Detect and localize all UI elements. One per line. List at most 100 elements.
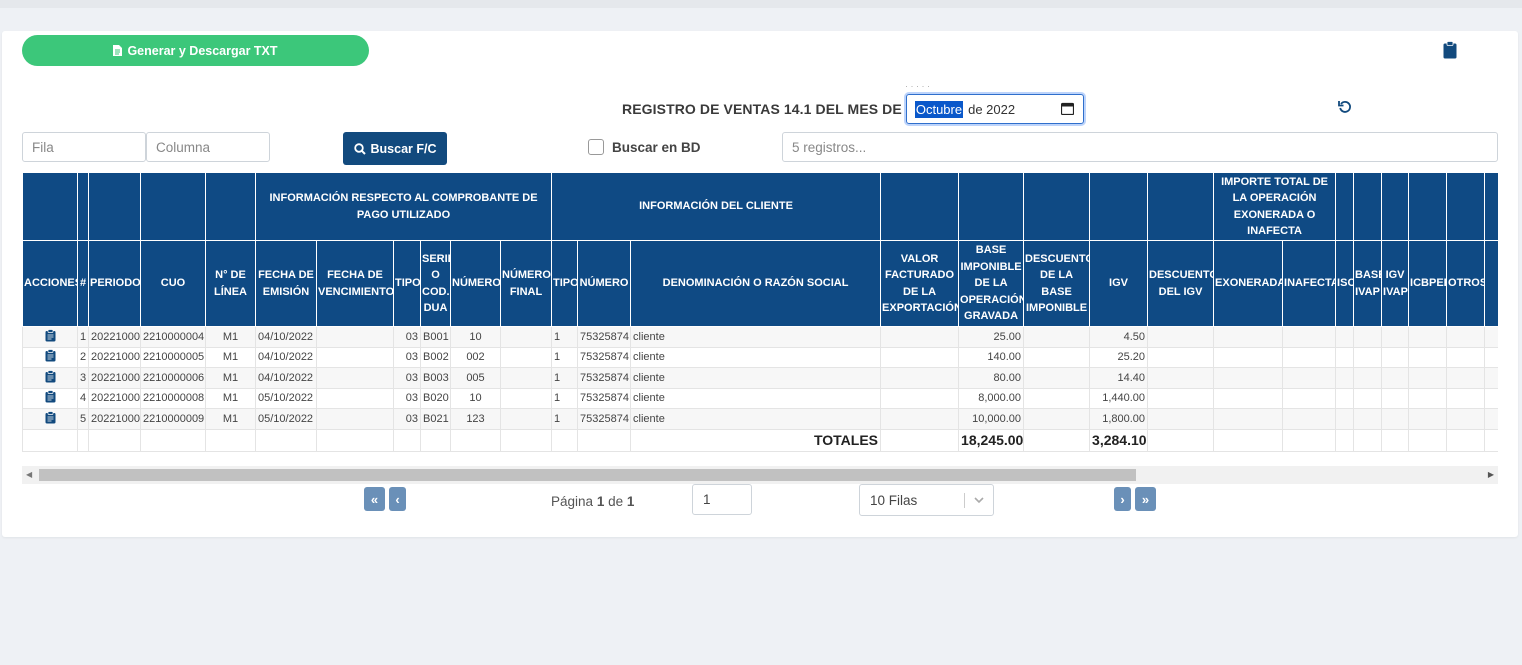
row-tipo-cliente: 1 <box>551 367 579 389</box>
col-periodo[interactable]: PERIODO <box>88 240 141 327</box>
group-header-empty <box>1353 172 1383 241</box>
col-exonerada[interactable]: EXONERADA <box>1213 240 1284 327</box>
totals-empty-cell <box>1023 428 1091 452</box>
refresh-icon[interactable] <box>1338 100 1352 114</box>
row-actions[interactable] <box>22 326 78 348</box>
registros-search-input[interactable]: 5 registros... <box>782 132 1498 162</box>
row-empty-cell <box>1353 326 1383 348</box>
row-razon-social: cliente <box>630 387 882 409</box>
col-icbper[interactable]: ICBPER <box>1408 240 1448 327</box>
row-numero-final <box>499 346 553 368</box>
col-numero-cliente[interactable]: NÚMERO <box>577 240 632 327</box>
first-page-button[interactable]: « <box>364 487 385 511</box>
col-numero[interactable]: NÚMERO <box>450 240 501 327</box>
col-tipo[interactable]: TIPO <box>393 240 421 327</box>
col-igv[interactable]: IGV <box>1089 240 1149 327</box>
col-descuento-base[interactable]: DESCUENTO DE LA BASE IMPONIBLE <box>1023 240 1091 327</box>
horizontal-scrollbar[interactable]: ◀ ▶ <box>22 466 1498 484</box>
table-row[interactable]: 5 20221000 2210000009 M1 05/10/2022 03 B021 123… <box>22 408 1498 430</box>
clipboard-icon[interactable] <box>45 390 56 403</box>
row-linea: M1 <box>205 326 256 348</box>
totals-igv: 3,284.10 <box>1089 428 1149 452</box>
buscar-fc-button[interactable]: Buscar F/C <box>343 132 447 165</box>
col-inafecta[interactable]: INAFECTA <box>1282 240 1337 327</box>
totals-empty-cell <box>551 428 579 452</box>
row-empty-cell <box>1408 326 1448 348</box>
row-empty-cell <box>1213 326 1284 348</box>
col-serie[interactable]: SERIE O COD. DUA <box>420 240 451 327</box>
row-numero: 123 <box>450 408 501 430</box>
row-cuo: 2210000008 <box>140 387 206 409</box>
generate-txt-button[interactable]: Generar y Descargar TXT <box>22 35 369 66</box>
scrollbar-thumb[interactable] <box>39 469 1136 481</box>
generate-txt-label: Generar y Descargar TXT <box>127 43 278 58</box>
col-last[interactable]: I <box>1484 240 1498 327</box>
prev-page-button[interactable]: ‹ <box>389 487 406 511</box>
clipboard-icon[interactable] <box>1443 41 1457 59</box>
row-numero: 10 <box>450 387 501 409</box>
col-tipo-cliente[interactable]: TIPO <box>551 240 579 327</box>
col-fecha-emision[interactable]: FECHA DE EMISIÓN <box>255 240 317 327</box>
row-num: 3 <box>77 367 89 389</box>
row-serie: B020 <box>420 387 451 409</box>
row-empty-cell <box>1335 346 1355 368</box>
rows-per-page-select[interactable]: 10 Filas <box>859 484 994 516</box>
col-descuento-igv[interactable]: DESCUENTO DEL IGV <box>1147 240 1215 327</box>
table-row[interactable]: 3 20221000 2210000006 M1 04/10/2022 03 B003 005… <box>22 367 1498 389</box>
col-razon-social[interactable]: DENOMINACIÓN O RAZÓN SOCIAL <box>630 240 882 327</box>
row-actions[interactable] <box>22 367 78 389</box>
buscar-bd-checkbox[interactable] <box>588 139 604 155</box>
col-acciones[interactable]: ACCIONES <box>22 240 78 327</box>
row-descuento-base <box>1023 408 1091 430</box>
month-picker[interactable]: Octubre de 2022 <box>905 94 1084 124</box>
row-numero-cliente: 75325874 <box>577 408 632 430</box>
next-page-button[interactable]: › <box>1114 487 1131 511</box>
buscar-bd-option: Buscar en BD <box>588 139 701 155</box>
calendar-icon[interactable] <box>1060 102 1074 115</box>
clipboard-icon[interactable] <box>45 328 56 342</box>
row-base-imponible: 25.00 <box>958 326 1025 348</box>
group-header-empty <box>140 172 206 241</box>
col-cuo[interactable]: CUO <box>140 240 206 327</box>
group-header-empty <box>88 172 141 241</box>
last-page-button[interactable]: » <box>1135 487 1156 511</box>
col-numero-final[interactable]: NÚMERO FINAL <box>499 240 553 327</box>
row-actions[interactable] <box>22 346 78 368</box>
clipboard-icon[interactable] <box>45 349 56 362</box>
row-empty-cell <box>1147 326 1215 348</box>
totals-empty-cell <box>316 428 394 452</box>
row-empty-cell <box>1282 346 1337 368</box>
col-otros[interactable]: OTROS <box>1446 240 1486 327</box>
row-descuento-base <box>1023 346 1091 368</box>
row-igv: 1,800.00 <box>1089 408 1149 430</box>
col-fecha-vencimiento[interactable]: FECHA DE VENCIMIENTO <box>316 240 394 327</box>
scroll-left-icon[interactable]: ◀ <box>26 470 33 479</box>
table-row[interactable]: 2 20221000 2210000005 M1 04/10/2022 03 B002 002… <box>22 346 1498 368</box>
col-igv-ivap[interactable]: IGV IVAP <box>1381 240 1410 327</box>
row-fecha-emision: 05/10/2022 <box>255 387 317 409</box>
table-row[interactable]: 1 20221000 2210000004 M1 04/10/2022 03 B001 10 1… <box>22 326 1498 348</box>
row-actions[interactable] <box>22 387 78 409</box>
row-serie: B002 <box>420 346 451 368</box>
col-linea[interactable]: N° DE LÍNEA <box>205 240 256 327</box>
row-empty-cell <box>1213 367 1284 389</box>
col-base-imponible[interactable]: BASE IMPONIBLE DE LA OPERACIÓN GRAVADA <box>958 240 1025 327</box>
col-valor-exportacion[interactable]: VALOR FACTURADO DE LA EXPORTACIÓN <box>880 240 960 327</box>
table-row[interactable]: 4 20221000 2210000008 M1 05/10/2022 03 B020 10 1… <box>22 387 1498 409</box>
col-num[interactable]: # <box>77 240 89 327</box>
row-serie: B003 <box>420 367 451 389</box>
clipboard-icon[interactable] <box>45 410 56 424</box>
row-tipo-cliente: 1 <box>551 346 579 368</box>
page-number-input[interactable]: 1 <box>692 484 752 515</box>
row-empty-cell <box>1147 408 1215 430</box>
clipboard-icon[interactable] <box>45 369 56 383</box>
buscar-fc-label: Buscar F/C <box>370 141 437 156</box>
col-isc[interactable]: ISC <box>1335 240 1355 327</box>
row-actions[interactable] <box>22 408 78 430</box>
columna-input[interactable]: Columna <box>146 132 270 162</box>
totals-empty-cell <box>205 428 256 452</box>
scroll-right-icon[interactable]: ▶ <box>1487 470 1494 479</box>
group-header-empty <box>1089 172 1149 241</box>
col-base-ivap[interactable]: BASE IVAP <box>1353 240 1383 327</box>
fila-input[interactable]: Fila <box>22 132 146 162</box>
